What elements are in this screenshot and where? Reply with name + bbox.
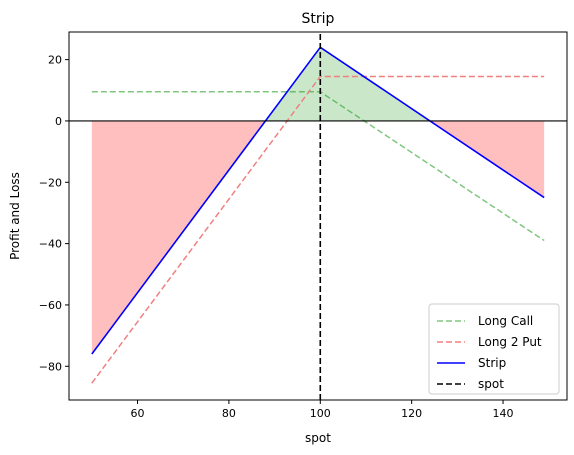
y-tick-label: 20: [48, 54, 62, 67]
series-line-long-2-put: [91, 75, 545, 384]
plot-frame: [68, 31, 568, 401]
y-tick-label: −80: [39, 360, 62, 373]
y-tick-label: −20: [39, 176, 62, 189]
y-axis-label: Profit and Loss: [8, 172, 22, 260]
x-tick-label: 100: [310, 407, 331, 420]
series-lines: [91, 32, 545, 400]
x-axis-ticks: 60 80 100 120 140: [131, 400, 514, 420]
x-tick-label: 80: [222, 407, 236, 420]
chart-title: Strip: [302, 11, 335, 27]
y-tick-label: 0: [55, 115, 62, 128]
x-tick-label: 140: [493, 407, 514, 420]
x-tick-label: 120: [401, 407, 422, 420]
x-tick-label: 60: [131, 407, 145, 420]
legend-label: spot: [478, 377, 504, 391]
legend-label: Long Call: [478, 314, 533, 328]
legend: Long Call Long 2 Put Strip spot: [428, 303, 560, 395]
y-axis-ticks: −80 −60 −40 −20 0 20: [39, 54, 69, 373]
y-tick-label: −60: [39, 299, 62, 312]
x-axis-label: spot: [305, 431, 331, 445]
y-tick-label: −40: [39, 238, 62, 251]
legend-box: [428, 303, 560, 395]
legend-label: Long 2 Put: [478, 335, 542, 349]
legend-label: Strip: [478, 356, 506, 370]
